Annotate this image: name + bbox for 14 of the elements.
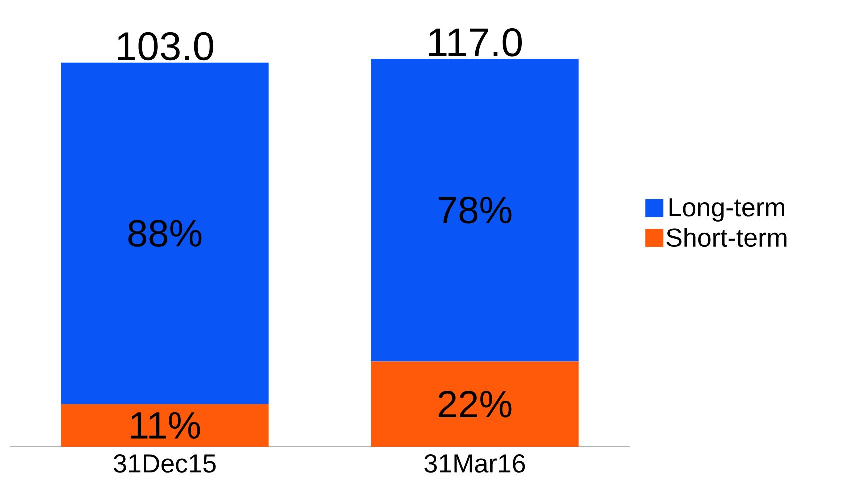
data-label: 11% <box>131 412 200 439</box>
bar <box>61 404 269 447</box>
x-tick-label: 31Mar16 <box>424 454 526 473</box>
data-label: 22% <box>438 390 512 418</box>
data-label: 88% <box>128 220 202 248</box>
legend-label: Long-term <box>670 198 784 222</box>
bar <box>371 58 579 362</box>
annotation: 117.0 <box>429 28 522 57</box>
legend-label: Short-term <box>666 228 787 248</box>
data-label: 78% <box>438 196 512 224</box>
x-tick-label: 31Dec15 <box>114 454 216 473</box>
annotation: 103.0 <box>118 32 214 61</box>
bar <box>61 62 269 404</box>
bar <box>371 362 579 447</box>
